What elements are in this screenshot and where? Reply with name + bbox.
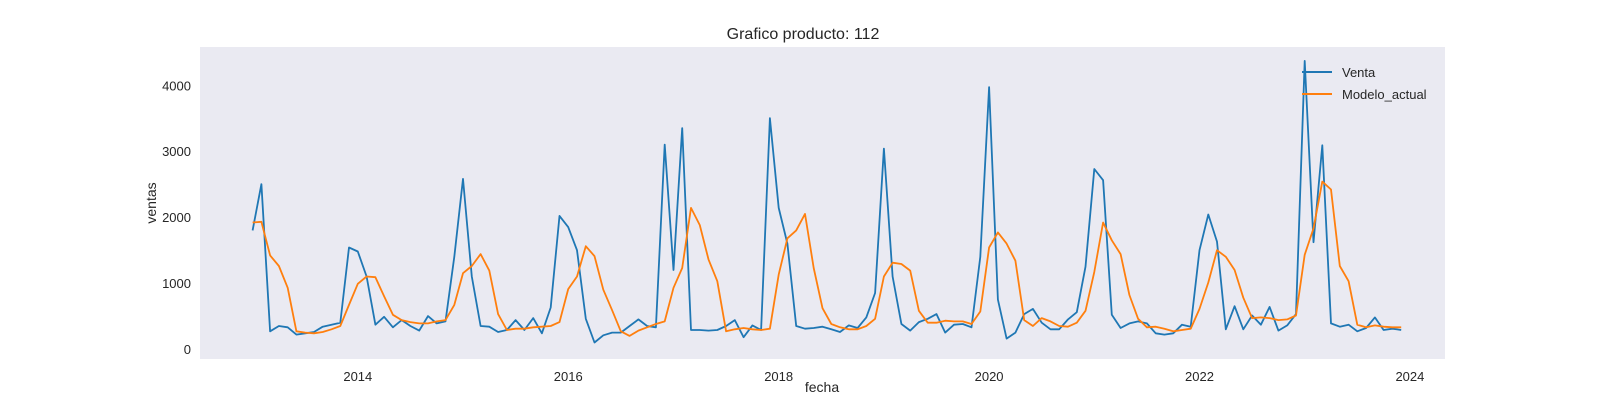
chart-title: Grafico producto: 112 bbox=[727, 26, 880, 43]
y-axis-label: ventas bbox=[143, 182, 159, 223]
legend-label: Venta bbox=[1342, 65, 1376, 80]
x-axis: 2014 2016 2018 2020 2022 2024 bbox=[343, 369, 1424, 384]
y-tick-label: 0 bbox=[184, 342, 191, 357]
series-line-modelo-actual bbox=[252, 180, 1402, 337]
y-tick-label: 2000 bbox=[162, 210, 191, 225]
y-tick-label: 1000 bbox=[162, 276, 191, 291]
x-tick-label: 2014 bbox=[343, 369, 372, 384]
x-tick-label: 2016 bbox=[554, 369, 583, 384]
y-tick-label: 4000 bbox=[162, 78, 191, 93]
x-axis-label: fecha bbox=[805, 379, 839, 395]
y-axis: 0 1000 2000 3000 4000 bbox=[162, 78, 191, 357]
plot-area bbox=[200, 47, 1445, 359]
x-tick-label: 2018 bbox=[764, 369, 793, 384]
series-lines bbox=[251, 60, 1402, 344]
x-tick-label: 2020 bbox=[975, 369, 1004, 384]
x-tick-label: 2022 bbox=[1185, 369, 1214, 384]
series-line-venta bbox=[251, 60, 1402, 344]
y-tick-label: 3000 bbox=[162, 144, 191, 159]
legend-label: Modelo_actual bbox=[1342, 87, 1427, 102]
x-tick-label: 2024 bbox=[1395, 369, 1424, 384]
legend: Venta Modelo_actual bbox=[1302, 65, 1427, 102]
